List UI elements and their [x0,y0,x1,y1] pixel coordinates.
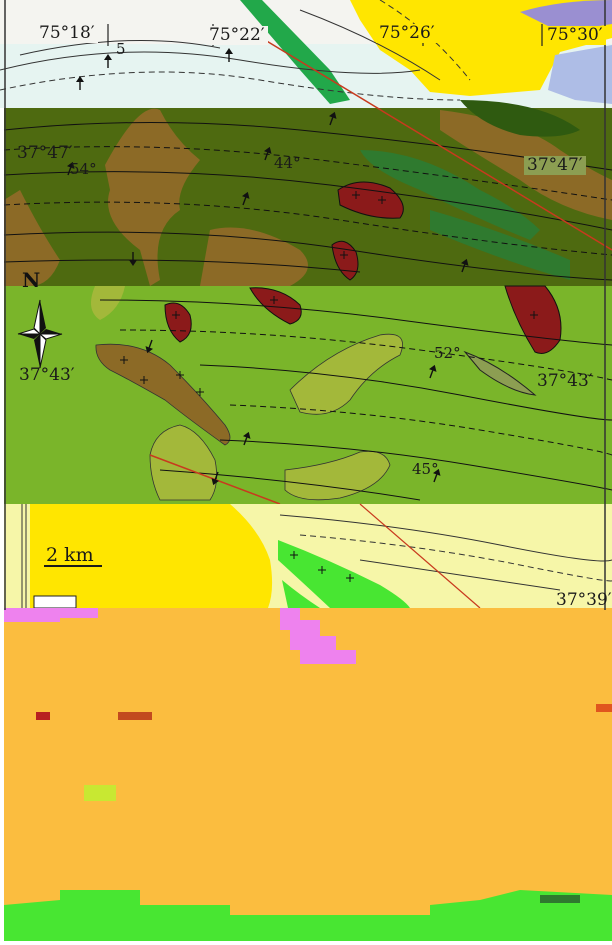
dip-arrow-icon [242,431,251,446]
dip-arrow-icon [145,339,154,354]
north-arrow-icon [17,299,63,369]
dip-arrow-icon [104,54,112,68]
scale-label: 2 km [46,544,94,566]
dip-arrow-icon [129,252,137,266]
brown-unit-upper-1 [105,108,200,286]
blue-unit-top [548,45,612,104]
green-artifact-mid [84,785,116,801]
lens-middle [463,350,537,396]
dip-arrow-icon [328,111,337,126]
middle-band-foliation [99,299,612,501]
north-label: N [22,268,41,292]
olive-unit-middle-1 [289,333,403,415]
granite-upper-2 [331,240,359,281]
granite-symbols [120,191,538,582]
granite-middle-1 [164,302,192,343]
dip-angle-4: 45° [412,460,439,478]
dip-arrow-icon [225,48,233,62]
dark-green-belt-upper-2 [430,210,570,280]
lavender-unit-top [520,0,612,32]
green-artifact-right [540,895,580,903]
latitude-label-right-lower: 37°39′ [556,590,612,610]
dark-green-unit-top-right [460,100,580,137]
lower-band-foliation [279,514,612,591]
longitude-label-1: 75°18′ [36,24,98,43]
red-artifact-mid-2 [118,712,152,720]
magenta-artifact-staircase [280,608,356,664]
dip-arrow-icon [432,468,441,483]
upper-band-foliation [3,122,612,281]
longitude-label-3: 75°26′ [376,24,438,43]
legend-frame-fragment [33,595,77,609]
granite-middle-3 [504,285,562,354]
dip-arrow-icon [460,258,469,273]
bright-green-belt-lower-2 [282,580,320,608]
fault-line-upper [264,39,612,251]
granite-upper-1 [337,181,404,219]
olive-unit-middle-2 [284,450,391,501]
dip-angle-1: 54° [70,160,97,178]
dip-angle-5: 5 [116,40,126,58]
olive-unit-middle-4 [91,286,125,320]
yellow-unit-lower [30,504,273,608]
dip-arrow-icon [76,76,84,90]
bright-green-belt-lower [278,540,410,608]
red-artifact-mid-1 [36,712,50,720]
dip-arrow-icon [263,146,272,161]
fault-line-lower [359,503,481,609]
brown-unit-middle-1 [95,343,231,446]
longitude-label-4: 75°30′ [544,26,606,45]
latitude-label-left-upper: 37°47′ [17,143,73,163]
orange-artifact-right [596,704,612,712]
magenta-artifact-top-left [4,608,98,622]
latitude-label-right-middle: 37°43′ [537,371,593,391]
dip-arrows [66,48,469,486]
dip-arrow-icon [211,471,220,486]
longitude-label-2: 75°22′ [206,26,268,45]
brown-unit-upper-3 [200,227,308,286]
dip-arrow-icon [241,191,250,206]
dip-arrow-icon [428,364,437,379]
green-bottom-strip [4,890,612,941]
top-band-foliation [0,0,471,101]
dip-arrow-icon [66,161,75,176]
dark-green-belt-upper [360,150,540,240]
latitude-label-left-middle: 37°43′ [19,365,75,385]
olive-unit-middle-3 [149,424,218,501]
latitude-label-right-upper: 37°47′ [524,156,586,175]
dip-angle-2: 44° [274,154,301,172]
granite-middle-2 [249,287,302,325]
dip-angle-3: 52° [434,344,461,362]
